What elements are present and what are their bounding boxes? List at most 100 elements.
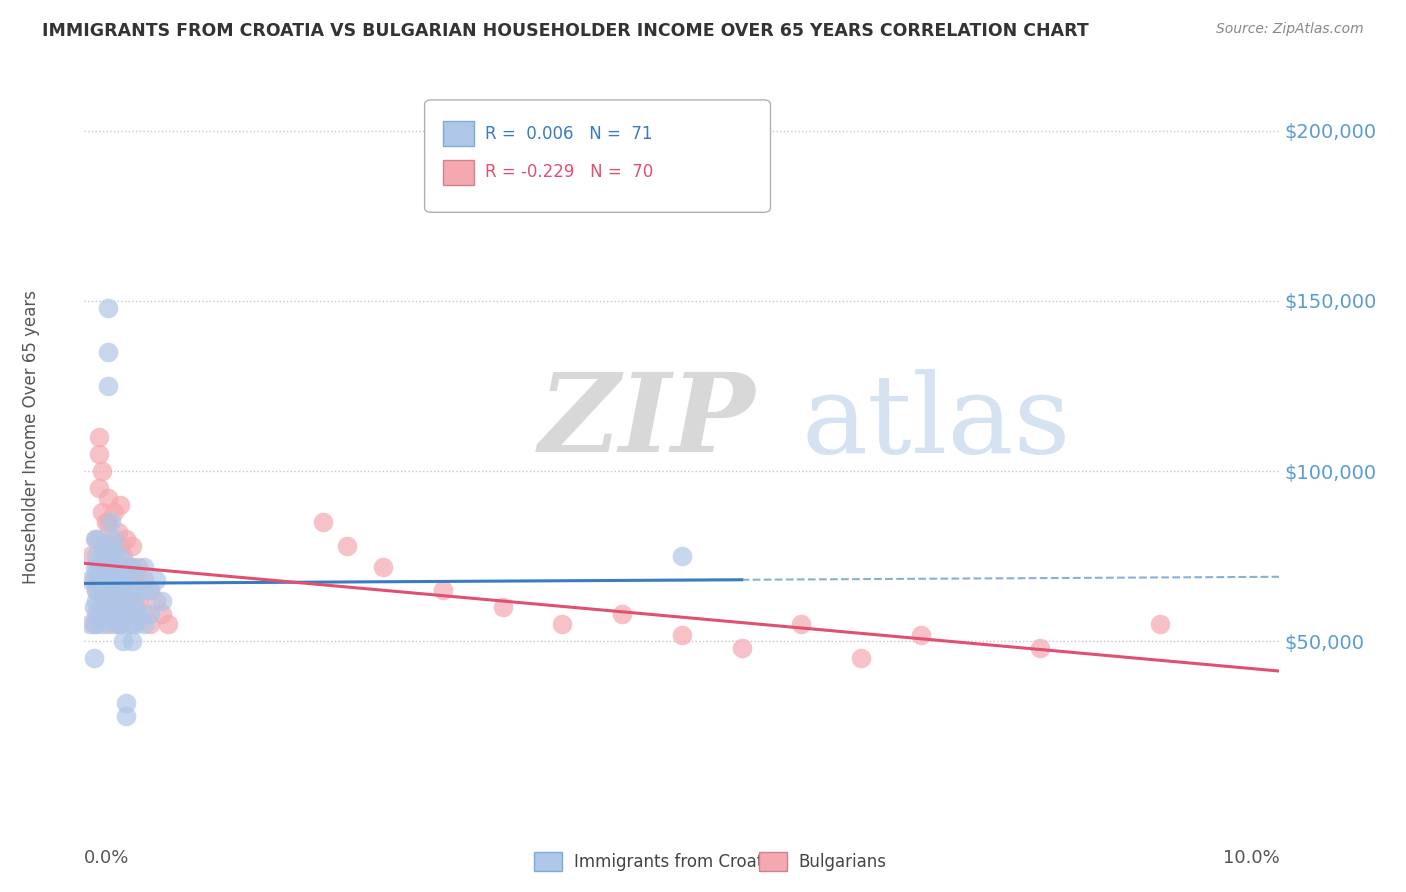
Point (91, 583, 114, 598)
Text: IMMIGRANTS FROM CROATIA VS BULGARIAN HOUSEHOLDER INCOME OVER 65 YEARS CORRELATIO: IMMIGRANTS FROM CROATIA VS BULGARIAN HOU… (42, 22, 1088, 40)
Point (1149, 617, 1171, 632)
Point (91, 464, 114, 478)
Point (111, 634, 134, 648)
Point (110, 559, 132, 574)
Point (97, 345, 120, 359)
Point (492, 600, 515, 615)
Point (97, 583, 120, 598)
Point (86, 617, 108, 632)
Point (94, 515, 117, 529)
Point (87, 533, 110, 547)
Point (83, 600, 105, 615)
Point (83, 651, 105, 665)
Point (118, 600, 141, 615)
Point (790, 617, 813, 632)
Point (121, 634, 143, 648)
Point (107, 559, 129, 574)
Point (86, 583, 108, 598)
Point (107, 593, 129, 607)
Point (103, 607, 125, 622)
Point (115, 573, 138, 587)
Point (115, 573, 138, 587)
Point (671, 549, 693, 564)
Point (86, 593, 108, 607)
Point (91, 539, 114, 553)
Point (86, 566, 108, 581)
Point (103, 559, 125, 574)
Point (100, 593, 122, 607)
Point (91, 593, 114, 607)
Text: 0.0%: 0.0% (84, 849, 129, 867)
Point (111, 549, 134, 564)
Point (132, 559, 156, 574)
Point (139, 583, 162, 598)
Point (79, 573, 101, 587)
Point (115, 607, 138, 622)
Point (110, 498, 132, 512)
Text: Bulgarians: Bulgarians (799, 853, 887, 871)
Point (851, 651, 873, 665)
Point (111, 583, 134, 598)
Point (139, 617, 162, 632)
Point (107, 593, 129, 607)
Point (111, 607, 134, 622)
Point (100, 539, 122, 553)
Text: Immigrants from Croatia: Immigrants from Croatia (574, 853, 778, 871)
Point (94, 593, 117, 607)
Point (87, 559, 110, 574)
Point (432, 583, 454, 598)
Point (145, 573, 167, 587)
Point (121, 559, 143, 574)
Point (110, 600, 132, 615)
Point (86, 549, 108, 564)
Point (127, 573, 149, 587)
Point (121, 607, 143, 622)
Point (121, 539, 143, 553)
Point (97, 607, 120, 622)
Point (83, 617, 105, 632)
Point (111, 583, 134, 598)
Point (107, 525, 129, 540)
Point (118, 593, 141, 607)
Point (110, 617, 132, 632)
Point (1029, 641, 1052, 656)
Point (103, 573, 125, 587)
Point (100, 559, 122, 574)
Point (107, 573, 129, 587)
Point (107, 617, 129, 632)
Point (91, 617, 114, 632)
Point (91, 583, 114, 598)
Point (87, 430, 110, 444)
Point (103, 617, 125, 632)
Text: R = -0.229   N =  70: R = -0.229 N = 70 (485, 163, 654, 181)
Point (127, 593, 149, 607)
Point (132, 607, 156, 622)
Point (110, 539, 132, 553)
Point (139, 607, 162, 622)
Point (100, 600, 122, 615)
Point (110, 573, 132, 587)
Point (150, 607, 173, 622)
Point (110, 583, 132, 598)
Text: atlas: atlas (801, 368, 1071, 475)
Point (100, 515, 122, 529)
Point (551, 617, 574, 632)
Point (87, 447, 110, 461)
Point (132, 573, 156, 587)
Point (157, 617, 180, 632)
Point (84, 559, 107, 574)
Point (97, 549, 120, 564)
Point (612, 607, 634, 622)
Point (121, 617, 143, 632)
Point (124, 600, 146, 615)
Point (97, 515, 120, 529)
Point (145, 593, 167, 607)
Point (103, 549, 125, 564)
Point (86, 533, 108, 547)
Point (124, 593, 146, 607)
Point (373, 559, 395, 574)
Point (910, 627, 932, 641)
Point (79, 617, 101, 632)
Point (94, 600, 117, 615)
Point (103, 505, 125, 519)
